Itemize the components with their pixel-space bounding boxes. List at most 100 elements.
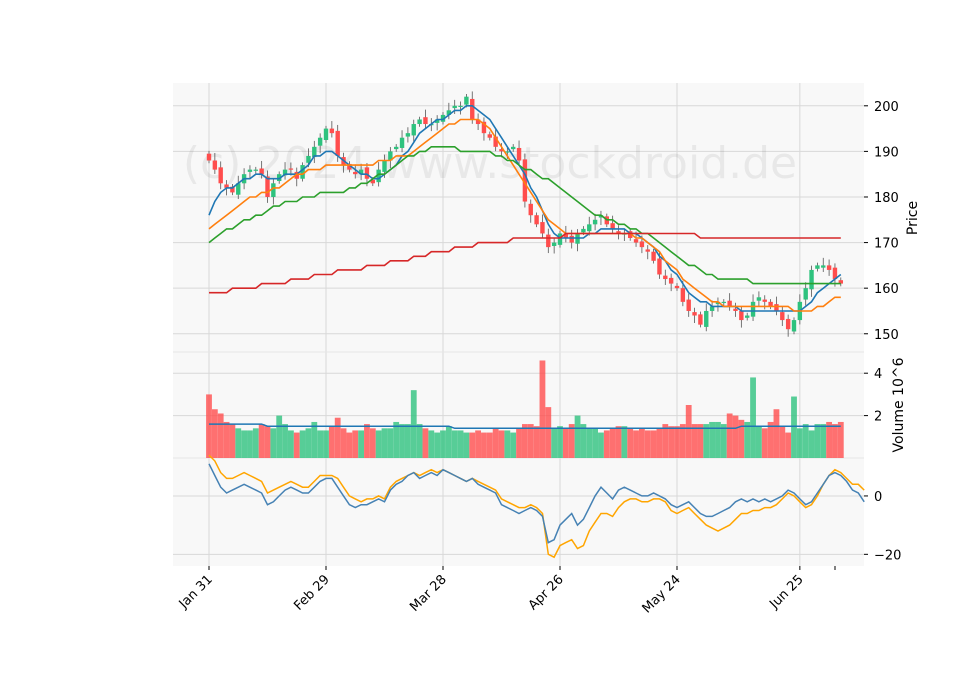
candle-body xyxy=(370,179,375,184)
ma-mid-line xyxy=(208,118,841,312)
candle-body xyxy=(686,299,691,311)
candle-body xyxy=(821,265,826,268)
volume-bar xyxy=(352,430,359,458)
volume-bar xyxy=(364,424,370,458)
candle-body xyxy=(762,299,767,302)
candle-body xyxy=(230,186,235,193)
volume-bar xyxy=(726,413,733,458)
x-tick-label: Mar 28 xyxy=(407,572,450,615)
volume-bar xyxy=(358,430,364,458)
candle-body xyxy=(756,297,762,301)
volume-bar xyxy=(440,430,446,458)
candle-body xyxy=(277,174,282,182)
volume-bar xyxy=(709,421,715,458)
candle-body xyxy=(247,169,253,172)
volume-bar xyxy=(235,428,242,458)
volume-bar xyxy=(445,426,452,458)
volume-bar xyxy=(323,430,329,458)
volume-bar xyxy=(750,377,756,458)
volume-bar xyxy=(293,432,300,458)
volume-bar xyxy=(211,409,218,458)
volume-bar xyxy=(656,428,663,458)
volume-bar xyxy=(527,424,534,458)
candle-body xyxy=(698,314,703,325)
candle-body xyxy=(592,219,598,225)
candle-body xyxy=(423,117,428,125)
moving-average-lines xyxy=(208,105,842,312)
candle-body xyxy=(598,215,604,218)
x-tick-label: May 24 xyxy=(640,572,684,616)
price-axis-label: Price xyxy=(905,201,921,235)
candle-body xyxy=(657,258,662,275)
volume-bar xyxy=(832,424,838,458)
candle-body xyxy=(815,265,820,269)
candle-body xyxy=(680,288,686,302)
volume-bar xyxy=(557,426,563,458)
volume-bar xyxy=(317,430,324,458)
volume-bar xyxy=(820,424,827,458)
volume-bar xyxy=(662,424,669,458)
candle-body xyxy=(236,183,241,195)
volume-bar xyxy=(586,428,593,458)
candle-body xyxy=(750,301,756,317)
candle-body xyxy=(663,275,668,280)
volume-bar xyxy=(516,428,522,458)
volume-bar xyxy=(492,428,499,458)
candle-body xyxy=(628,231,633,239)
volume-bar xyxy=(311,421,318,458)
candle-body xyxy=(470,98,475,120)
volume-bar xyxy=(732,415,739,458)
oscillator-panel xyxy=(173,458,864,566)
volume-bar xyxy=(668,426,675,458)
candle-body xyxy=(832,267,838,280)
oscillator-tick-label: −20 xyxy=(874,548,901,563)
volume-bar xyxy=(247,430,253,458)
candle-body xyxy=(733,308,738,311)
volume-bar xyxy=(229,424,236,458)
volume-bar xyxy=(475,430,481,458)
candle-body xyxy=(329,128,335,134)
volume-bar xyxy=(258,424,265,458)
candle-body xyxy=(791,320,797,332)
volume-bar xyxy=(539,360,546,458)
volume-bar xyxy=(270,428,277,458)
candle-body xyxy=(224,184,229,188)
volume-bar xyxy=(697,424,704,458)
candle-body xyxy=(721,301,726,304)
volume-bar xyxy=(744,421,751,458)
candle-body xyxy=(259,168,264,175)
candle-body xyxy=(347,163,352,170)
volume-bar xyxy=(779,426,786,458)
volume-bar xyxy=(545,407,552,458)
candle-body xyxy=(288,168,294,170)
oscillator-lines xyxy=(208,454,865,559)
candle-body xyxy=(452,105,457,109)
candle-body xyxy=(335,130,340,156)
candle-body xyxy=(768,301,773,307)
candle-body xyxy=(739,310,744,321)
volume-bar xyxy=(375,430,382,458)
candle-body xyxy=(569,235,574,243)
candle-body xyxy=(399,137,405,148)
candle-body xyxy=(668,277,674,284)
volume-bar xyxy=(703,424,710,458)
candle-body xyxy=(265,176,270,197)
candle-body xyxy=(475,119,481,125)
volume-bar xyxy=(568,424,575,458)
candle-body xyxy=(382,160,387,172)
candle-body xyxy=(633,239,639,243)
price-tick-label: 170 xyxy=(874,237,899,252)
volume-bar xyxy=(504,430,511,458)
volume-bar xyxy=(223,421,230,458)
candle-body xyxy=(317,137,323,146)
candle-body xyxy=(674,285,680,289)
volume-bar xyxy=(738,419,745,458)
volume-bar xyxy=(802,424,809,458)
candle-body xyxy=(411,124,416,136)
candle-body xyxy=(405,133,411,137)
volume-bar xyxy=(405,424,411,458)
candle-body xyxy=(540,222,545,234)
volume-bar xyxy=(457,430,464,458)
volume-bar xyxy=(393,421,400,458)
volume-bar xyxy=(761,428,768,458)
